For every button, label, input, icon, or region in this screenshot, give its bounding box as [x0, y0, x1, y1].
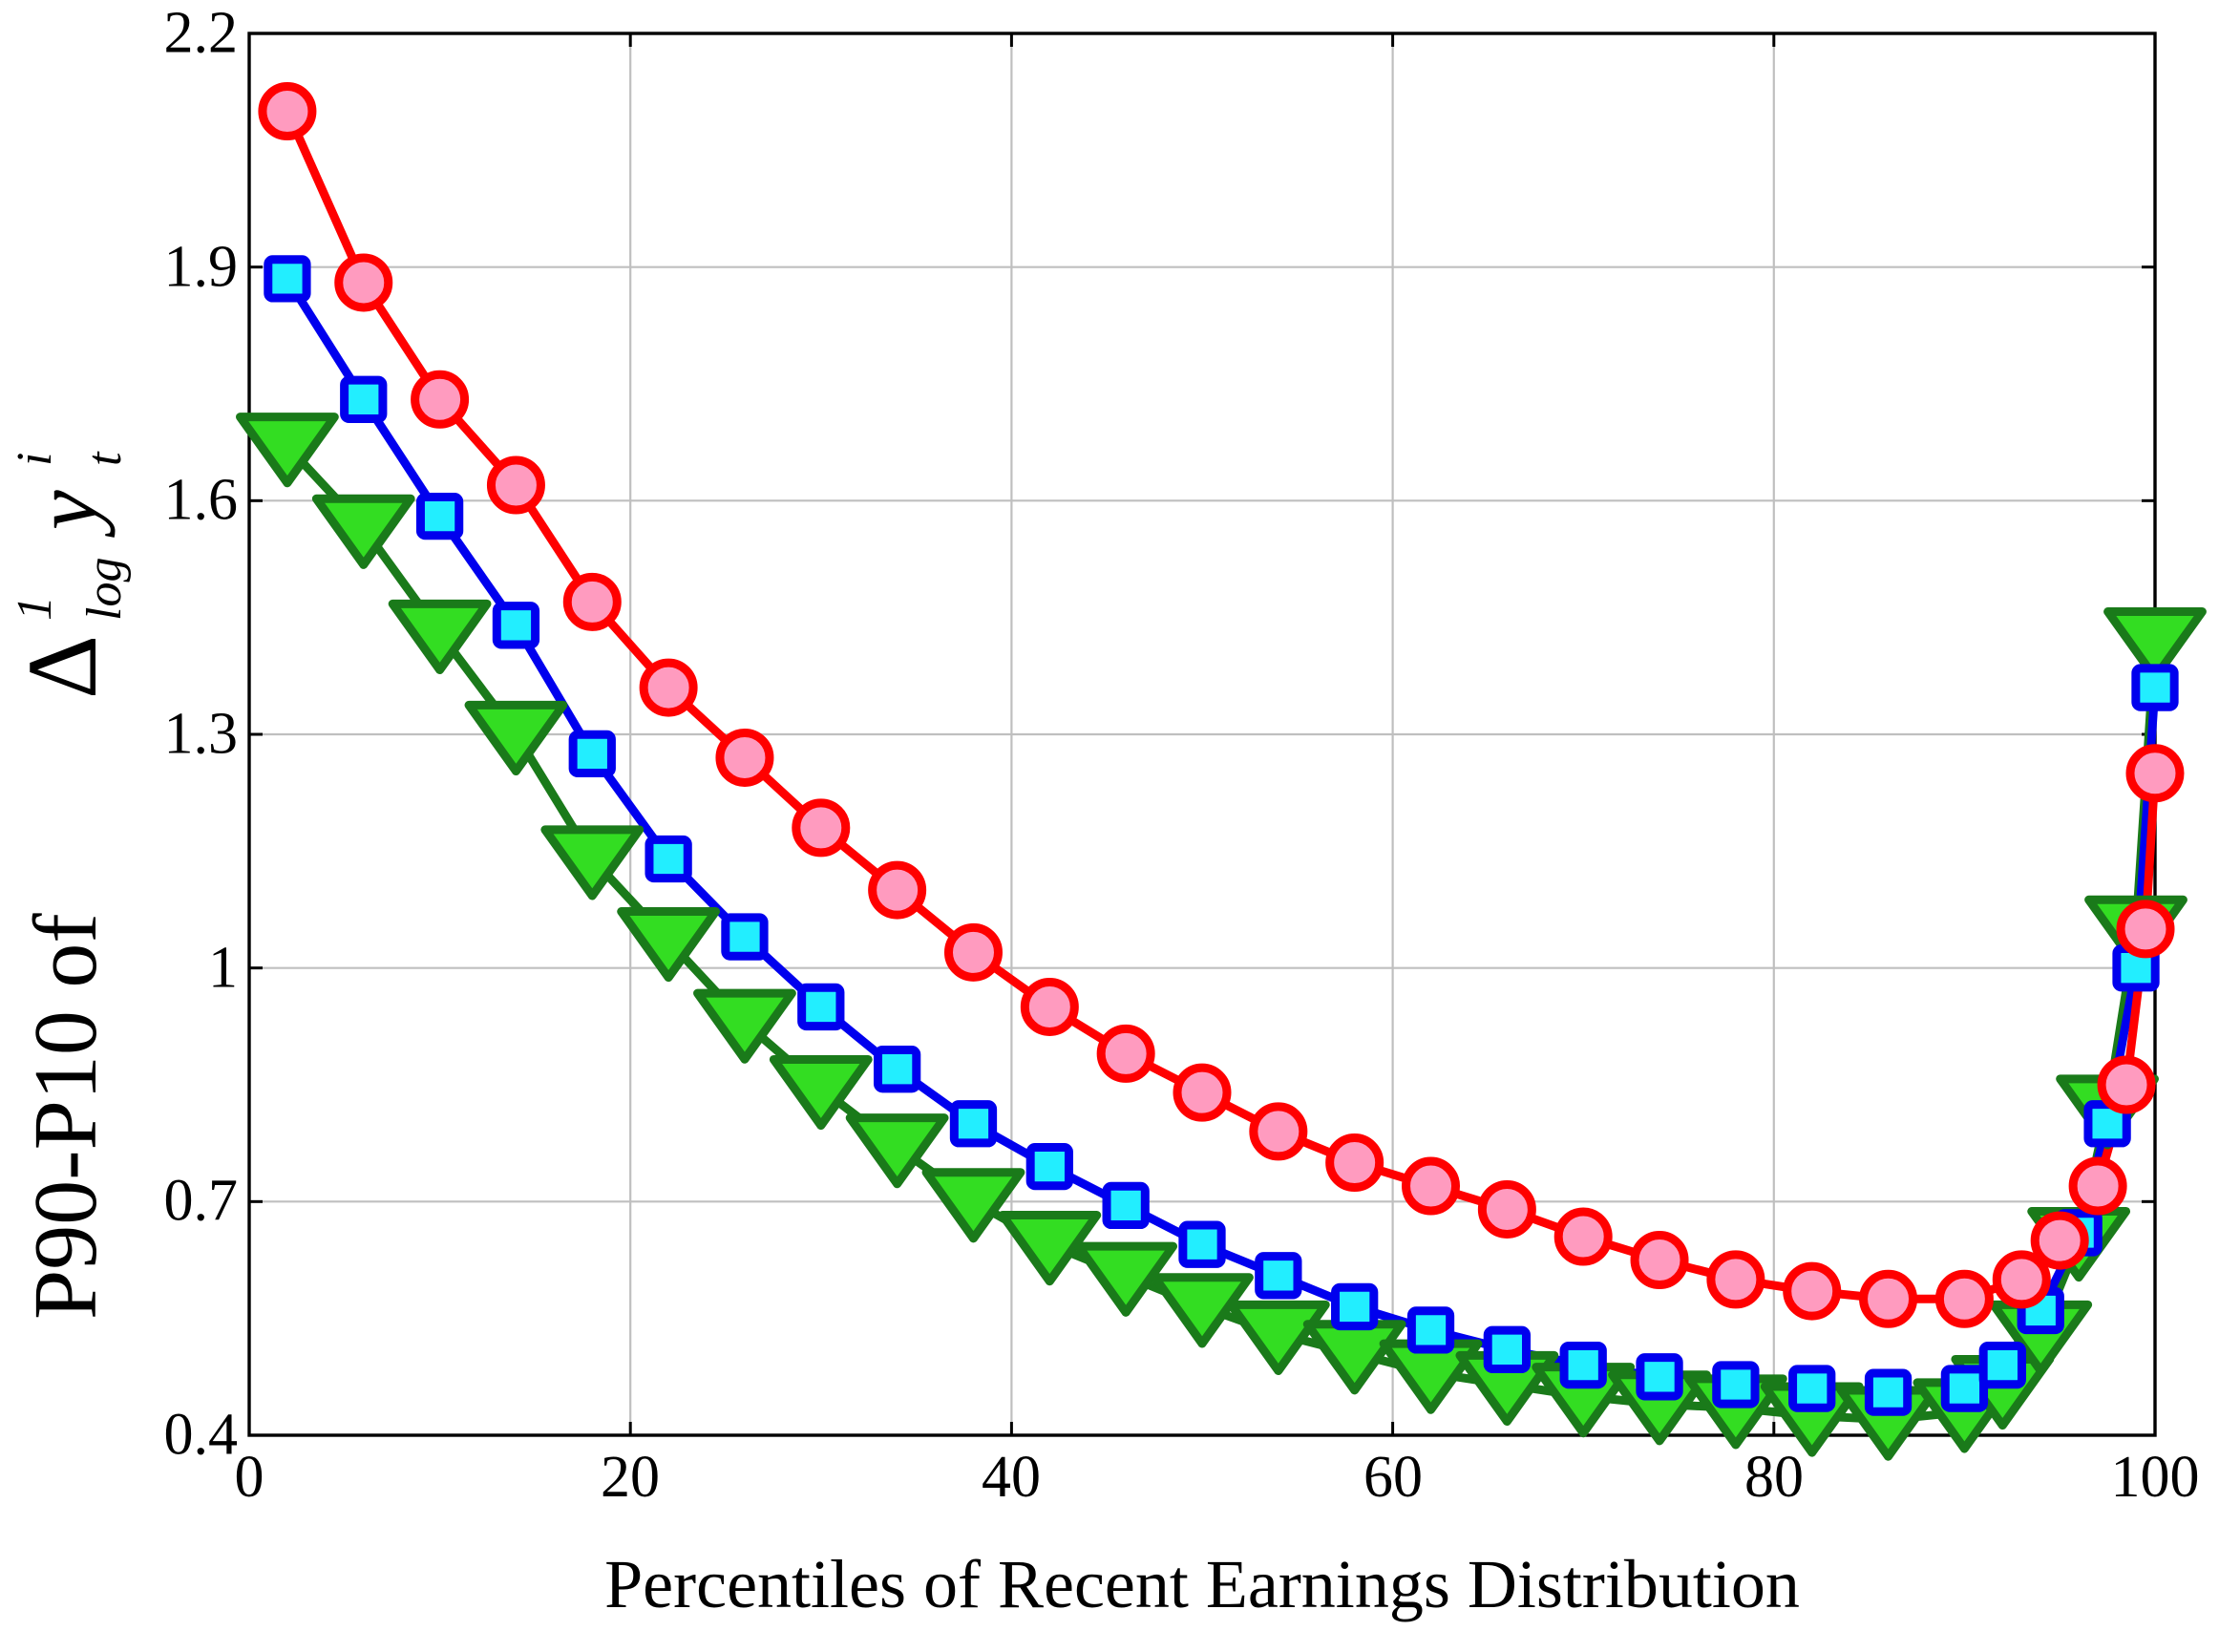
svg-text:P90-P10 of: P90-P10 of	[16, 913, 116, 1320]
svg-text:1: 1	[8, 596, 62, 621]
svg-text:i: i	[8, 453, 62, 466]
svg-text:y: y	[16, 490, 116, 538]
svg-text:t: t	[77, 451, 132, 466]
svg-text:log: log	[77, 558, 132, 621]
svg-text:Δ: Δ	[8, 635, 117, 699]
